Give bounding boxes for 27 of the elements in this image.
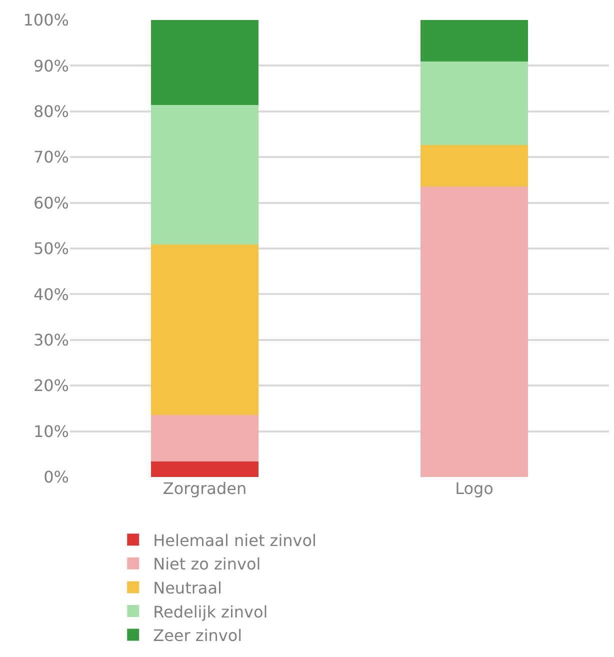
legend-label: Helemaal niet zinvol — [153, 530, 316, 550]
y-tick-label: 0% — [44, 468, 69, 487]
bar — [420, 186, 528, 477]
y-tick-label: 80% — [33, 102, 69, 121]
y-tick-label: 30% — [33, 330, 69, 350]
y-tick-label: 20% — [33, 376, 69, 396]
legend-label: Neutraal — [153, 578, 222, 598]
y-tick-label: 50% — [33, 239, 69, 258]
bar — [150, 20, 259, 105]
bar — [420, 144, 528, 186]
y-tick-label: 60% — [33, 193, 69, 212]
bar — [150, 105, 259, 244]
bar — [420, 20, 528, 62]
y-tick-label: 70% — [33, 148, 69, 167]
bar — [420, 62, 528, 145]
legend-label: Zeer zinvol — [153, 626, 242, 646]
bar — [150, 414, 259, 462]
legend-label: Redelijk zinvol — [153, 602, 268, 622]
x-tick-label: Zorgraden — [162, 479, 247, 498]
y-tick-label: 10% — [33, 422, 69, 441]
y-tick-label: 100% — [23, 10, 69, 30]
bar — [150, 461, 259, 477]
legend-label: Niet zo zinvol — [153, 554, 261, 574]
y-tick-label: 90% — [33, 56, 69, 76]
bar — [150, 244, 259, 415]
x-tick-label: Logo — [455, 479, 494, 498]
y-tick-label: 40% — [33, 284, 69, 304]
